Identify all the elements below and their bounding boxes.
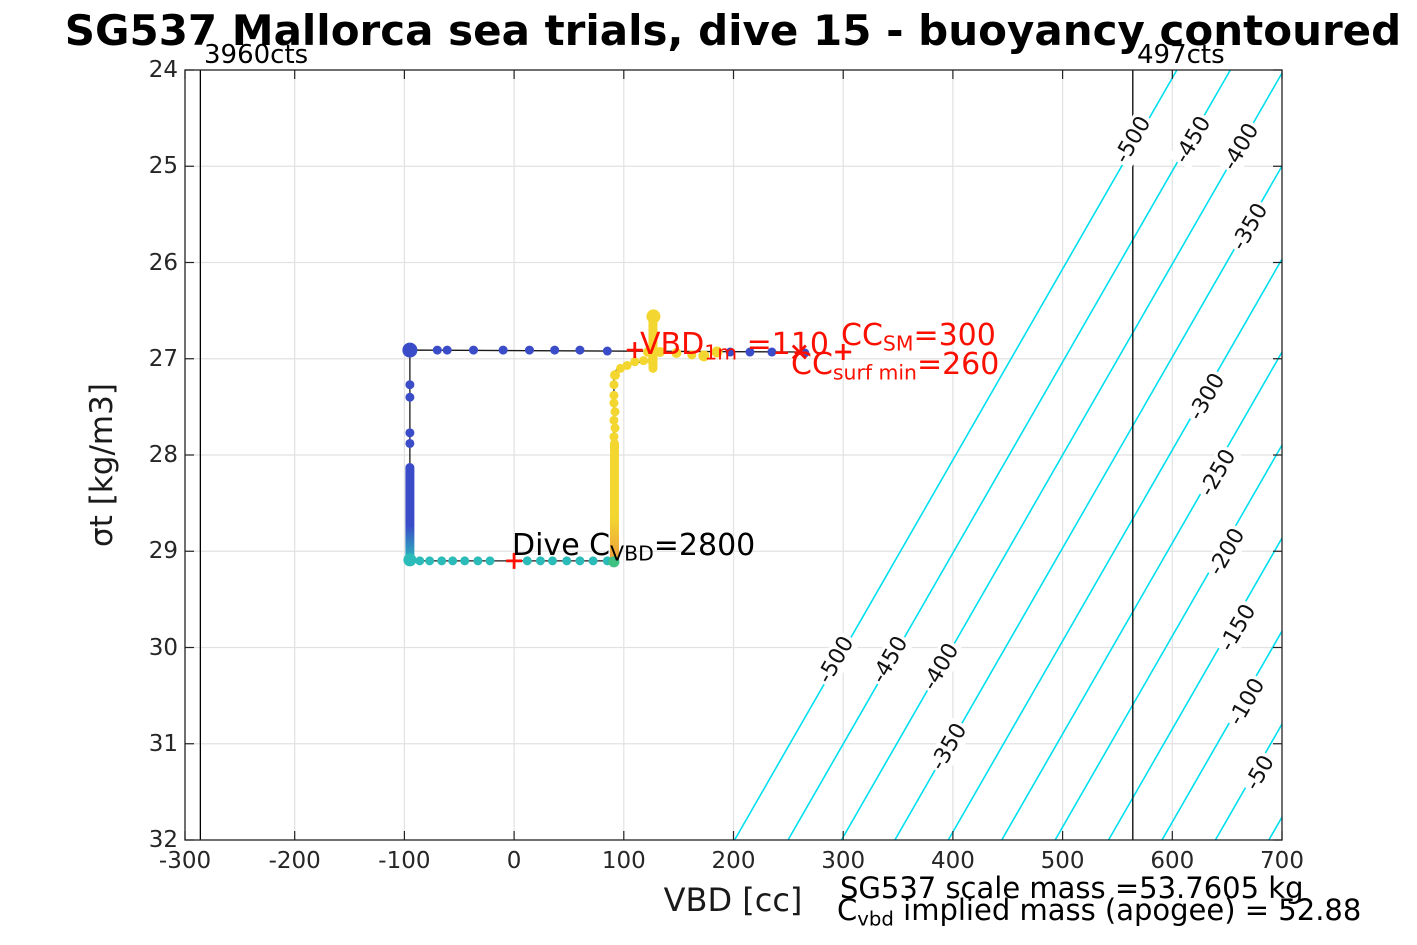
y-tick-label: 27 (148, 345, 178, 372)
trajectory-dot-yellow (642, 347, 653, 358)
x-tick-label: 400 (930, 848, 975, 874)
trajectory-dot-yellow (630, 357, 640, 367)
x-tick-label: 500 (1040, 848, 1085, 874)
trajectory-dot-teal (473, 556, 483, 566)
marker-x (791, 344, 807, 360)
trajectory-dot-teal (460, 556, 470, 566)
trajectory-dot-teal (522, 556, 532, 566)
trajectory-dot-blue (405, 392, 415, 402)
trajectory-dot-yellow (610, 423, 620, 433)
marker-plus (835, 344, 852, 361)
count-label-3960: 3960cts (204, 40, 309, 70)
trajectory-dot-yellow (698, 350, 710, 362)
trajectory-dot-yellow (609, 380, 619, 390)
trajectory-dot-yellow (609, 390, 619, 400)
cc-sm-label: CCSM=300 (841, 318, 996, 356)
trajectory-dot-blue (442, 345, 452, 355)
x-axis-label: VBD [cc] (663, 881, 803, 919)
trajectory-dot-teal (415, 556, 425, 566)
trajectory-dot-blue (745, 347, 755, 357)
trajectory-dot-blue (767, 347, 777, 357)
x-tick-label: 0 (506, 848, 522, 874)
trajectory-dot-blue (469, 345, 479, 355)
trajectory-dot-teal (448, 556, 458, 566)
trajectory-dot-yellow (622, 360, 632, 370)
y-tick-label: 25 (148, 153, 178, 180)
scale-mass-text: SG537 scale mass =53.7605 kg (840, 871, 1304, 905)
trajectory-dot-blue (405, 380, 415, 390)
dive-cvbd-label: Dive CVBD=2800 (512, 528, 756, 566)
trajectory-dot-blue (432, 345, 442, 355)
y-tick-label: 24 (148, 57, 178, 83)
chart-title: SG537 Mallorca sea trials, dive 15 - buo… (64, 6, 1402, 55)
trajectory-dot-yellow (646, 309, 661, 324)
trajectory-dot-yellow (711, 346, 723, 358)
trajectory-dot-teal (575, 556, 585, 566)
count-label-497: 497cts (1137, 40, 1225, 70)
trajectory-dot-blue (550, 345, 560, 355)
trajectory-dot-yellow (609, 432, 619, 442)
trajectory-dot-blue (602, 346, 612, 356)
contour-line (894, 164, 1282, 840)
y-tick-label: 26 (148, 249, 178, 276)
y-tick-label: 32 (148, 827, 178, 853)
x-tick-label: 200 (711, 848, 756, 874)
trajectory-dot-yellow (610, 370, 621, 381)
trajectory-dot-teal (588, 556, 598, 566)
trajectory-dot-blue (402, 342, 418, 358)
y-tick-label: 28 (148, 442, 178, 468)
marker-plus (626, 342, 643, 359)
trajectory-dot-yellow (647, 355, 658, 366)
y-tick-label: 29 (148, 538, 178, 565)
x-tick-label: -300 (158, 848, 212, 874)
trajectory-dot-yellow (671, 347, 682, 358)
trajectory-dot-yellow (609, 398, 619, 408)
trajectory-dot-teal (485, 556, 495, 566)
x-tick-label: -100 (378, 848, 431, 874)
trajectory-dot-yellow (610, 407, 620, 417)
trajectory-dot-teal (437, 556, 447, 566)
trajectory-dot-blue (405, 438, 415, 448)
trajectory-dot-teal (403, 553, 417, 567)
trajectory-dot-teal (425, 556, 435, 566)
x-tick-label: 700 (1260, 848, 1304, 874)
trajectory-dot-teal (535, 556, 545, 566)
trajectory-dot-blue (405, 428, 415, 438)
contour-line (840, 71, 1282, 840)
trajectory-dot-blue (498, 345, 508, 355)
x-tick-label: -200 (268, 848, 321, 874)
implied-mass-text: Cvbd implied mass (apogee) = 52.88 (837, 893, 1362, 931)
contour-line (1107, 536, 1282, 840)
contour-line (1268, 815, 1282, 840)
trajectory-dot-yellow (609, 415, 619, 425)
trajectory-dot-yellow (687, 350, 697, 360)
x-tick-label: 300 (821, 848, 866, 874)
marker-plus (506, 552, 523, 569)
trajectory-dot-blue (575, 345, 585, 355)
x-tick-label: 100 (601, 848, 646, 874)
trajectory-dot-yellow (639, 356, 649, 366)
y-tick-label: 31 (148, 730, 178, 757)
trajectory-dot-blue (524, 345, 534, 355)
y-tick-label: 30 (148, 634, 178, 661)
trajectory-dot-green (608, 556, 620, 568)
trajectory-dot-teal (562, 556, 572, 566)
y-axis-label: σt [kg/m3] (84, 383, 120, 547)
trajectory-dot-teal (547, 556, 557, 566)
x-tick-label: 600 (1150, 848, 1195, 874)
vbd-1m-label: VBD1m =110 (640, 327, 829, 365)
cc-surf-min-label: CCsurf min=260 (791, 347, 1000, 385)
contour-line (733, 70, 1178, 840)
contour-line (947, 257, 1282, 840)
contour-line (787, 70, 1232, 840)
trajectory-dot-blue (725, 347, 735, 357)
trajectory-dot-yellow (655, 347, 666, 358)
